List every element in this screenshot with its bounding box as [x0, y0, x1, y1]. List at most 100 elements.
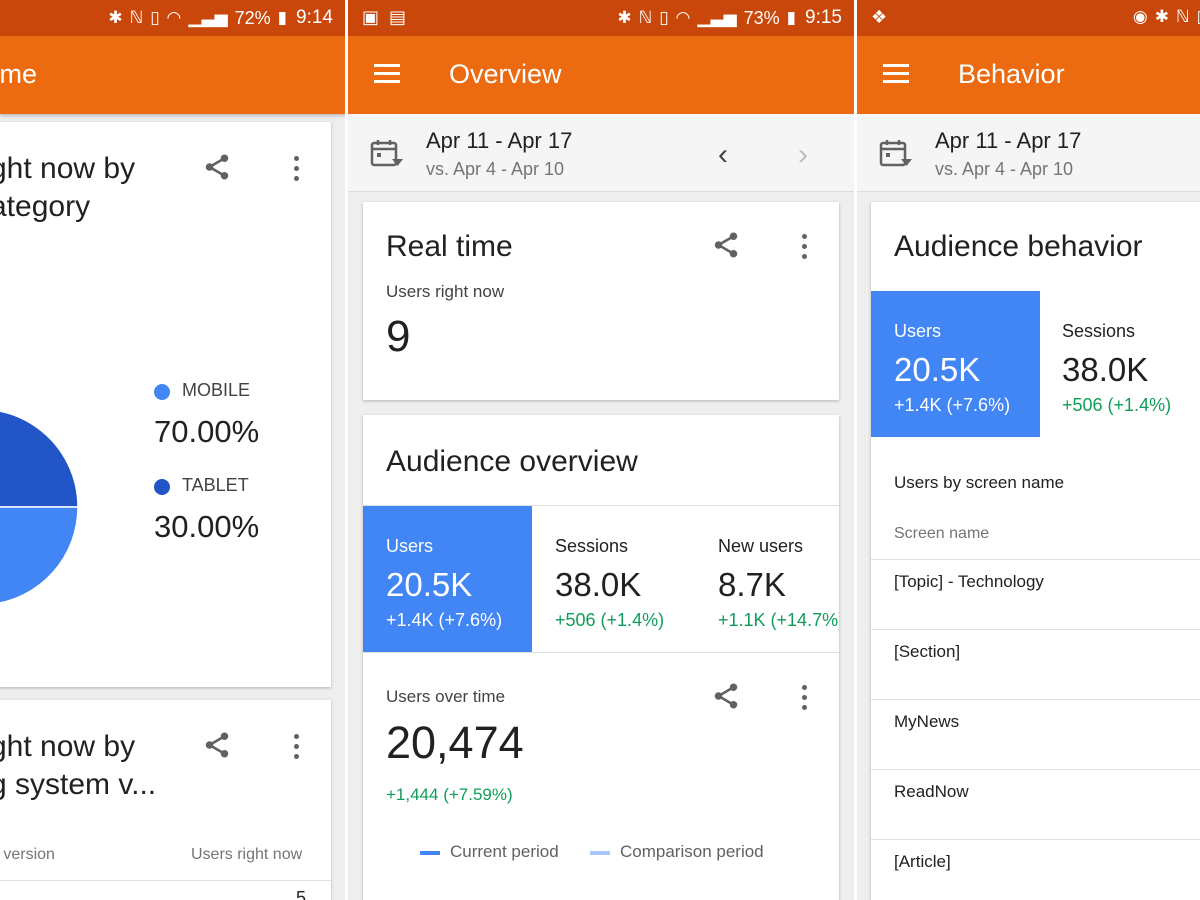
- metric-value: 38.0K: [1062, 351, 1149, 388]
- os-version-card: ght now by g system v... n version Users…: [0, 700, 331, 900]
- date-range: Apr 11 - Apr 17: [935, 128, 1082, 153]
- wifi-icon: ◠: [675, 8, 691, 27]
- table-row[interactable]: [Topic] - Technology: [871, 560, 1200, 630]
- comparison-range: vs. Apr 4 - Apr 10: [935, 159, 1074, 179]
- app-bar-title: Overview: [449, 59, 562, 89]
- share-icon[interactable]: [711, 230, 741, 260]
- date-range-bar[interactable]: Apr 11 - Apr 17 vs. Apr 4 - Apr 10 ‹ ›: [348, 114, 854, 192]
- legend-swatch-comparison: [590, 851, 610, 855]
- audience-behavior-card[interactable]: Audience behavior Users 20.5K +1.4K (+7.…: [871, 202, 1200, 900]
- wifi-icon: ◠: [166, 8, 182, 27]
- metric-delta: +506 (+1.4%): [1062, 395, 1172, 415]
- signal-icon: ▁▃▅: [697, 8, 737, 27]
- screen-name: ReadNow: [894, 782, 969, 801]
- table-row[interactable]: [Article]: [871, 840, 1200, 900]
- calendar-icon[interactable]: [879, 138, 913, 170]
- metric-delta: +1.1K (+14.7%): [718, 610, 839, 630]
- audience-overview-card[interactable]: Audience overview Users 20.5K +1.4K (+7.…: [363, 415, 839, 900]
- legend-comparison: Comparison period: [620, 842, 764, 861]
- status-bar: ✱ ℕ ▯ ◠ ▁▃▅ 72% ▮ 9:14: [0, 0, 345, 36]
- column-header-screen-name: Screen name: [894, 525, 990, 542]
- more-options-icon[interactable]: [292, 734, 300, 762]
- card-title-line1: ght now by: [0, 730, 136, 763]
- users-over-time-value: 20,474: [386, 717, 524, 768]
- calendar-icon[interactable]: [370, 138, 404, 170]
- metric-label: Users: [386, 536, 434, 556]
- row-value: 5: [296, 888, 307, 900]
- legend-value: 70.00%: [154, 414, 260, 449]
- battery-icon: ▮: [277, 8, 288, 27]
- location-icon: ◉: [1132, 7, 1148, 26]
- legend-label: MOBILE: [182, 380, 251, 400]
- card-title-line2: g system v...: [0, 768, 157, 801]
- legend-current: Current period: [450, 842, 559, 861]
- metric-label: Sessions: [1062, 321, 1136, 341]
- metric-tile-sessions[interactable]: Sessions 38.0K +506 (+1.4%): [532, 506, 695, 652]
- card-title: ght now by ategory: [0, 150, 135, 226]
- card-title-line1: ght now by: [0, 152, 136, 185]
- metric-tile-users[interactable]: Users 20.5K +1.4K (+7.6%): [363, 506, 532, 652]
- more-options-icon[interactable]: [800, 685, 808, 713]
- date-range: Apr 11 - Apr 17: [426, 128, 573, 153]
- column-header-users: Users right now: [191, 846, 303, 863]
- screen-name: [Topic] - Technology: [894, 572, 1044, 591]
- dropbox-notification-icon: ❖: [871, 7, 888, 27]
- share-icon[interactable]: [711, 681, 741, 711]
- bluetooth-icon: ✱: [1154, 7, 1170, 26]
- pie-slice-mobile[interactable]: [0, 414, 79, 605]
- divider: [871, 559, 1200, 560]
- divider: [363, 505, 839, 506]
- legend-swatch-current: [420, 851, 440, 855]
- nfc-icon: ℕ: [129, 8, 144, 27]
- nfc-icon: ℕ: [638, 8, 653, 27]
- metric-delta: +1.4K (+7.6%): [894, 395, 1011, 415]
- chevron-left-icon[interactable]: ‹: [718, 138, 728, 171]
- card-title: Real time: [386, 230, 513, 263]
- image-notification-icon: ▣: [362, 7, 380, 27]
- vibrate-icon: ▯: [150, 8, 160, 27]
- metric-tile-sessions[interactable]: Sessions 38.0K +506 (+1.4%): [1040, 291, 1200, 437]
- vibrate-icon: ▯: [659, 8, 669, 27]
- card-title: Audience behavior: [894, 230, 1143, 263]
- legend-value: 30.00%: [154, 509, 260, 544]
- column-header-version: n version: [0, 846, 55, 863]
- metric-tile-new-users[interactable]: New users 8.7K +1.1K (+14.7%): [695, 506, 839, 652]
- app-bar: Behavior: [857, 36, 1200, 114]
- metric-delta: +506 (+1.4%): [555, 610, 665, 630]
- metric-tile-users[interactable]: Users 20.5K +1.4K (+7.6%): [871, 291, 1040, 437]
- hamburger-menu-icon[interactable]: [374, 64, 400, 84]
- divider: [363, 652, 839, 653]
- bluetooth-icon: ✱: [108, 8, 123, 27]
- app-bar: time: [0, 36, 345, 114]
- panel-divider: [854, 0, 857, 900]
- comparison-range: vs. Apr 4 - Apr 10: [426, 159, 565, 179]
- screen-name: [Article]: [894, 852, 951, 871]
- more-options-icon[interactable]: [800, 234, 808, 262]
- battery-percent: 72%: [234, 7, 271, 28]
- more-options-icon[interactable]: [292, 156, 300, 184]
- briefcase-notification-icon: ▤: [389, 7, 407, 27]
- legend-label: TABLET: [182, 475, 249, 495]
- metric-label: New users: [718, 536, 804, 556]
- panel-divider: [345, 0, 348, 900]
- screen-overview: ▣ ▤ ✱ ℕ ▯ ◠ ▁▃▅ 73% ▮ 9:15 Overview Apr …: [348, 0, 854, 900]
- pie-slice-tablet[interactable]: [0, 409, 79, 508]
- screen-behavior: ❖ ◉ ✱ ℕ ▯ Behavior Apr 11 - Apr 17 vs. A…: [857, 0, 1200, 900]
- share-icon[interactable]: [202, 730, 232, 760]
- clock: 9:14: [296, 7, 333, 28]
- metric-value: 8.7K: [718, 566, 786, 603]
- bluetooth-icon: ✱: [617, 8, 632, 27]
- chevron-right-icon[interactable]: ›: [798, 138, 808, 171]
- table-row[interactable]: ReadNow: [871, 770, 1200, 840]
- table-row[interactable]: MyNews: [871, 700, 1200, 770]
- table-row[interactable]: [Section]: [871, 630, 1200, 700]
- realtime-card[interactable]: Real time Users right now 9: [363, 202, 839, 400]
- nfc-icon: ℕ: [1176, 7, 1190, 26]
- metric-value: 20.5K: [386, 566, 473, 603]
- hamburger-menu-icon[interactable]: [883, 64, 909, 84]
- app-bar-title: time: [0, 59, 38, 89]
- share-icon[interactable]: [202, 152, 232, 182]
- metric-label: Sessions: [555, 536, 629, 556]
- date-range-bar[interactable]: Apr 11 - Apr 17 vs. Apr 4 - Apr 10: [857, 114, 1200, 192]
- status-bar: ❖ ◉ ✱ ℕ ▯: [857, 0, 1200, 36]
